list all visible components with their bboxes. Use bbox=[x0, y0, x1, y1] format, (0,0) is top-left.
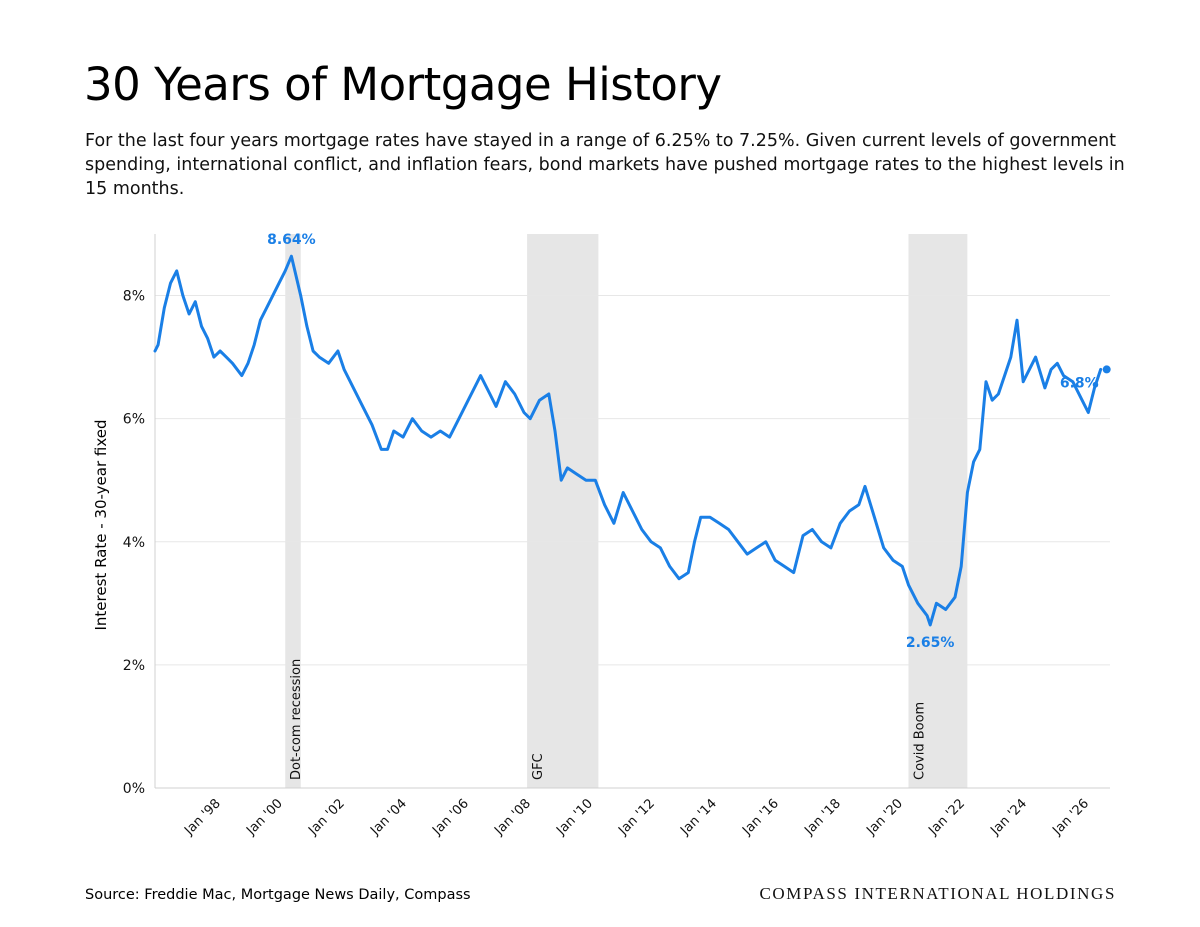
last-point-marker bbox=[1102, 365, 1111, 374]
gridlines: 0% 2% 4% 6% 8% bbox=[123, 289, 1110, 797]
data-label: 2.65% bbox=[906, 635, 955, 651]
y-tick-label: 4% bbox=[123, 535, 145, 551]
y-tick-label: 6% bbox=[123, 412, 145, 428]
x-tick-label: Jan '10 bbox=[553, 796, 596, 839]
x-tick-label: Jan '22 bbox=[925, 796, 968, 839]
x-tick-label: Jan '16 bbox=[739, 796, 782, 839]
shaded-periods bbox=[285, 234, 968, 788]
x-tick-label: Jan '18 bbox=[801, 796, 844, 839]
shaded-band-0 bbox=[285, 234, 301, 788]
page-title: 30 Years of Mortgage History bbox=[84, 58, 722, 111]
y-axis-label: Interest Rate - 30-year fixed bbox=[92, 420, 110, 631]
annotations: 8.64% 2.65% 6.8% bbox=[267, 232, 1099, 651]
x-tick-label: Jan '08 bbox=[491, 796, 534, 839]
x-tick-label: Jan '20 bbox=[863, 796, 906, 839]
page-subtitle: For the last four years mortgage rates h… bbox=[85, 131, 1125, 199]
x-tick-label: Jan '02 bbox=[305, 796, 348, 839]
series-line-group bbox=[153, 254, 1111, 627]
y-axis-label-group: Interest Rate - 30-year fixed bbox=[92, 420, 110, 631]
y-tick-label: 2% bbox=[123, 658, 145, 674]
brand-logo-text: COMPASS INTERNATIONAL HOLDINGS bbox=[759, 884, 1116, 903]
x-tick-label: Jan '24 bbox=[987, 796, 1030, 839]
data-label: 6.8% bbox=[1060, 375, 1099, 391]
y-tick-label: 0% bbox=[123, 781, 145, 797]
series-line bbox=[153, 254, 1103, 627]
x-tick-label: Jan '98 bbox=[181, 796, 224, 839]
y-tick-label: 8% bbox=[123, 289, 145, 305]
period-label-2: Covid Boom bbox=[912, 702, 927, 780]
x-tick-label: Jan '14 bbox=[677, 796, 720, 839]
shaded-band-2 bbox=[908, 234, 968, 788]
x-tick-label: Jan '12 bbox=[615, 796, 658, 839]
x-tick-label: Jan '06 bbox=[429, 796, 472, 839]
x-tick-label: Jan '00 bbox=[243, 796, 286, 839]
shaded-band-1 bbox=[527, 234, 599, 788]
period-label-0: Dot-com recession bbox=[289, 659, 304, 780]
source-note: Source: Freddie Mac, Mortgage News Daily… bbox=[85, 887, 471, 903]
x-tick-label: Jan '26 bbox=[1049, 796, 1092, 839]
x-tick-label: Jan '04 bbox=[367, 796, 410, 839]
period-labels: Dot-com recession GFC Covid Boom bbox=[289, 659, 927, 780]
data-label: 8.64% bbox=[267, 232, 316, 248]
period-label-1: GFC bbox=[531, 753, 546, 780]
